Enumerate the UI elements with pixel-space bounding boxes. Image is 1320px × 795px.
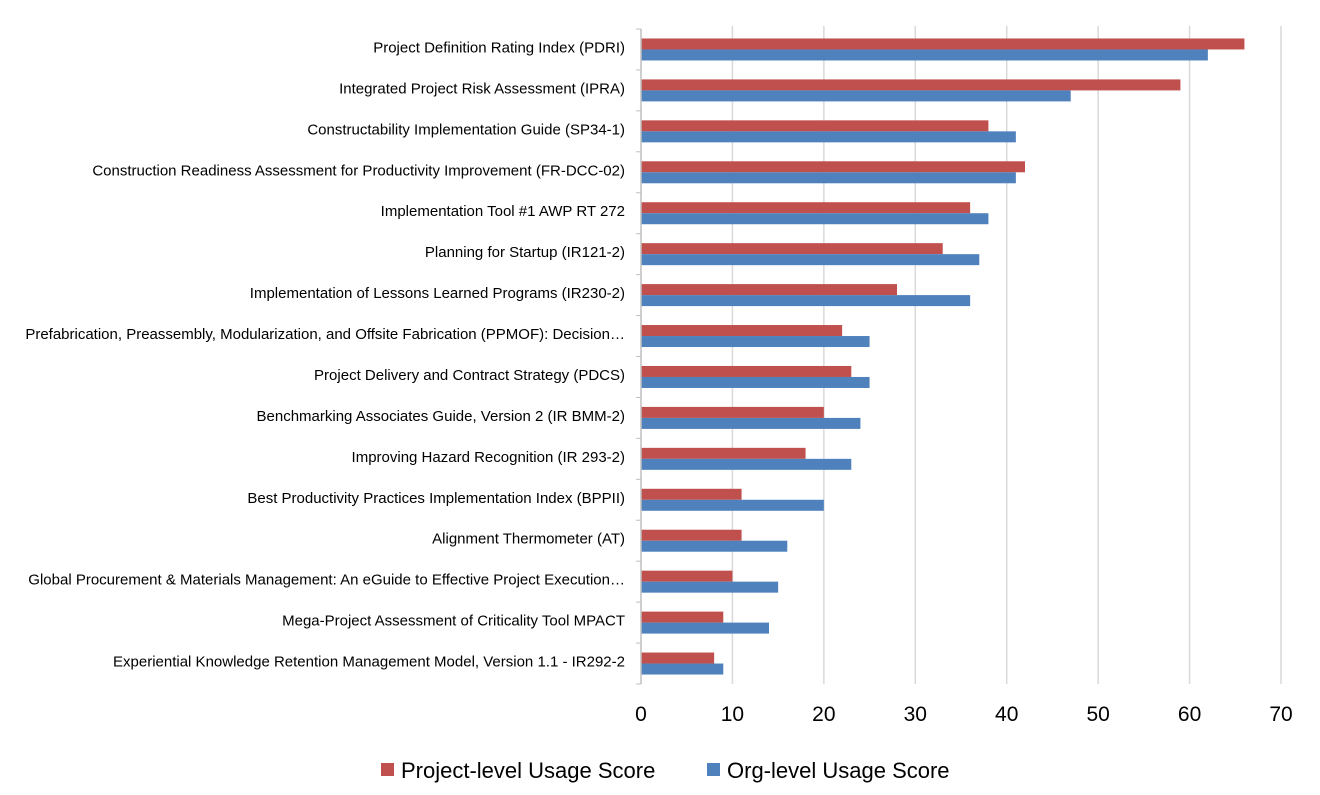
category-label: Mega-Project Assessment of Criticality T…	[282, 613, 625, 630]
x-tick-label: 50	[1086, 703, 1109, 726]
category-label: Construction Readiness Assessment for Pr…	[92, 162, 625, 179]
org-level-bar	[641, 417, 861, 429]
org-level-bar	[641, 49, 1208, 61]
x-tick-label: 40	[995, 703, 1018, 726]
category-label: Global Procurement & Materials Managemen…	[28, 572, 625, 589]
org-level-bar	[641, 458, 852, 470]
legend-swatch-org-level	[707, 763, 720, 776]
project-level-bar	[641, 79, 1181, 91]
x-tick-label: 20	[812, 703, 835, 726]
org-level-bar	[641, 213, 989, 225]
x-tick-label: 30	[904, 703, 927, 726]
category-label: Integrated Project Risk Assessment (IPRA…	[339, 80, 625, 97]
project-level-bar	[641, 161, 1025, 173]
category-labels: Project Definition Rating Index (PDRI) In…	[25, 39, 625, 670]
org-level-bar	[641, 499, 824, 511]
project-level-bar	[641, 529, 742, 541]
project-level-bar	[641, 243, 943, 255]
org-level-bar	[641, 540, 788, 552]
x-tick-label: 70	[1269, 703, 1292, 726]
project-level-bar	[641, 120, 989, 132]
org-level-bar	[641, 90, 1071, 102]
project-level-bar	[641, 325, 843, 337]
legend: Project-level Usage Score Org-level Usage…	[381, 758, 950, 783]
project-level-bar	[641, 202, 971, 214]
org-level-bar	[641, 131, 1016, 143]
org-level-bar	[641, 254, 980, 266]
org-level-bar	[641, 663, 724, 675]
x-tick-label: 10	[721, 703, 744, 726]
project-level-bar	[641, 38, 1245, 50]
project-level-bar	[641, 488, 742, 500]
category-label: Planning for Startup (IR121-2)	[425, 244, 625, 261]
bars	[641, 38, 1245, 675]
x-tick-label: 0	[635, 703, 647, 726]
x-axis-tick-labels: 0 10 20 30 40 50 60 70	[635, 703, 1293, 726]
category-label: Prefabrication, Preassembly, Modularizat…	[25, 326, 625, 343]
project-level-bar	[641, 447, 806, 459]
legend-label-project-level: Project-level Usage Score	[401, 758, 655, 783]
x-tick-label: 60	[1178, 703, 1201, 726]
category-label: Implementation of Lessons Learned Progra…	[250, 285, 625, 302]
project-level-bar	[641, 284, 897, 296]
project-level-bar	[641, 570, 733, 582]
category-label: Benchmarking Associates Guide, Version 2…	[257, 408, 625, 425]
project-level-bar	[641, 406, 824, 418]
category-label: Best Productivity Practices Implementati…	[247, 490, 625, 507]
legend-label-org-level: Org-level Usage Score	[727, 758, 950, 783]
project-level-bar	[641, 611, 724, 623]
legend-swatch-project-level	[381, 763, 394, 776]
org-level-bar	[641, 336, 870, 348]
project-level-bar	[641, 652, 715, 664]
category-label: Project Delivery and Contract Strategy (…	[314, 367, 625, 384]
project-level-bar	[641, 365, 852, 377]
category-label: Project Definition Rating Index (PDRI)	[373, 39, 625, 56]
org-level-bar	[641, 376, 870, 388]
category-label: Implementation Tool #1 AWP RT 272	[381, 203, 625, 220]
category-label: Improving Hazard Recognition (IR 293-2)	[352, 449, 625, 466]
category-label: Experiential Knowledge Retention Managem…	[113, 654, 625, 671]
org-level-bar	[641, 581, 779, 593]
org-level-bar	[641, 622, 769, 634]
y-axis	[636, 28, 642, 685]
category-label: Alignment Thermometer (AT)	[432, 531, 625, 548]
org-level-bar	[641, 295, 971, 307]
category-label: Constructability Implementation Guide (S…	[307, 121, 625, 138]
org-level-bar	[641, 172, 1016, 184]
